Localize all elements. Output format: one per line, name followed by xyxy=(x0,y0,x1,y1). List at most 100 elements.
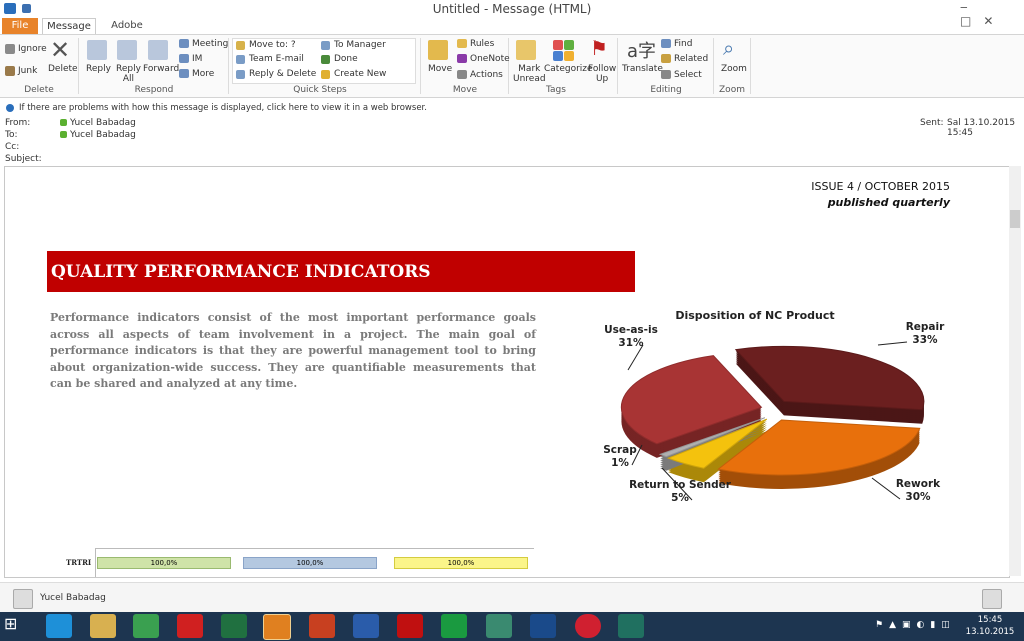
ignore-button[interactable]: Ignore xyxy=(18,44,47,54)
info-icon xyxy=(6,104,14,112)
related-icon xyxy=(661,54,671,63)
im-button[interactable]: IM xyxy=(192,54,203,64)
window-controls[interactable]: ‒□✕ xyxy=(960,0,1006,28)
taskbar-app[interactable] xyxy=(263,614,291,640)
follow-up-button[interactable]: Follow Up xyxy=(588,64,617,84)
leader-line xyxy=(661,467,693,501)
subject-label: Subject: xyxy=(5,154,42,164)
mark-unread-button[interactable]: Mark Unread xyxy=(513,64,546,84)
issue: ISSUE 4 / OCTOBER 2015 xyxy=(811,180,950,193)
more-button[interactable]: More xyxy=(192,69,215,79)
tab-file[interactable]: File xyxy=(2,18,38,34)
scroll-thumb[interactable] xyxy=(1010,210,1020,228)
taskbar-app[interactable] xyxy=(530,614,556,638)
zoom-button[interactable]: Zoom xyxy=(721,64,747,74)
quick-step[interactable]: Create New xyxy=(334,69,387,79)
group-label: Tags xyxy=(546,85,566,95)
taskbar-app[interactable] xyxy=(46,614,72,638)
taskbar-app[interactable] xyxy=(353,614,379,638)
taskbar-app[interactable] xyxy=(133,614,159,638)
move-icon xyxy=(428,40,448,60)
title-bar xyxy=(0,0,1024,18)
junk-icon xyxy=(5,66,15,76)
quick-step[interactable]: Team E-mail xyxy=(249,54,304,64)
move-button[interactable]: Move xyxy=(428,64,453,74)
taskbar-app[interactable] xyxy=(397,614,423,638)
slice-label: Use-as-is xyxy=(604,324,658,336)
avatar xyxy=(13,589,33,609)
presence-icon xyxy=(60,119,67,126)
to-value[interactable]: Yucel Babadag xyxy=(70,130,136,140)
junk-button[interactable]: Junk xyxy=(18,66,38,76)
ignore-icon xyxy=(5,44,15,54)
quick-step[interactable]: Reply & Delete xyxy=(249,69,317,79)
taskbar-app[interactable] xyxy=(309,614,335,638)
pie-slice xyxy=(658,417,766,458)
presence-icon xyxy=(60,131,67,138)
people-pane xyxy=(0,582,1024,613)
meeting-button[interactable]: Meeting xyxy=(192,39,229,49)
mark-unread-icon xyxy=(516,40,536,60)
taskbar-app[interactable] xyxy=(441,614,467,638)
translate-icon: a字 xyxy=(627,41,657,62)
separator xyxy=(78,38,79,94)
reply-all-button[interactable]: Reply All xyxy=(116,64,141,84)
separator xyxy=(420,38,421,94)
actions-icon xyxy=(457,70,467,79)
delete-button[interactable]: Delete xyxy=(48,64,78,74)
taskbar-app[interactable] xyxy=(486,614,512,638)
step-icon xyxy=(321,70,330,79)
chart-title: Disposition of NC Product xyxy=(675,309,834,322)
start-button[interactable]: ⊞ xyxy=(4,614,18,633)
taskbar-app[interactable] xyxy=(575,614,601,638)
from-label: From: xyxy=(5,118,31,128)
scrollbar[interactable] xyxy=(1009,166,1021,576)
avatar xyxy=(982,589,1002,609)
tray-icons[interactable]: ⚑▲▣◐▮◫ xyxy=(875,620,956,630)
taskbar-app[interactable] xyxy=(221,614,247,638)
quick-step[interactable]: Done xyxy=(334,54,358,64)
group-label: Quick Steps xyxy=(293,85,347,95)
related-button[interactable]: Related xyxy=(674,54,709,64)
paragraph: Performance indicators consist of the mo… xyxy=(50,311,536,390)
forward-button[interactable]: Forward xyxy=(143,64,180,74)
info-bar[interactable]: If there are problems with how this mess… xyxy=(19,103,427,113)
window-title: Untitled - Message (HTML) xyxy=(432,2,592,16)
leader-line xyxy=(877,341,908,346)
find-button[interactable]: Find xyxy=(674,39,693,49)
sent-label: Sent: xyxy=(920,118,944,128)
bar: 100,0% xyxy=(394,557,528,569)
slice-value: 30% xyxy=(905,491,931,503)
to-label: To: xyxy=(5,130,18,140)
section-heading: QUALITY PERFORMANCE INDICATORS xyxy=(47,251,635,292)
onenote-button[interactable]: OneNote xyxy=(470,54,510,64)
group-label: Respond xyxy=(134,85,174,95)
slice-value: 31% xyxy=(618,337,644,349)
select-button[interactable]: Select xyxy=(674,70,702,80)
save-icon[interactable] xyxy=(22,4,31,13)
step-icon xyxy=(236,41,245,50)
flag-icon: ⚑ xyxy=(590,36,608,60)
taskbar-app[interactable] xyxy=(90,614,116,638)
row-label: TRTRI xyxy=(66,558,92,567)
slice-label: Scrap xyxy=(603,444,637,456)
quick-step[interactable]: To Manager xyxy=(334,40,386,50)
tab-message[interactable]: Message xyxy=(42,18,96,35)
group-label: Editing xyxy=(650,85,682,95)
tab-adobe[interactable]: Adobe PDF xyxy=(111,20,143,47)
meeting-icon xyxy=(179,39,189,48)
from-value[interactable]: Yucel Babadag xyxy=(70,118,136,128)
more-icon xyxy=(179,69,189,78)
pie-slice xyxy=(734,345,925,411)
taskbar-app[interactable] xyxy=(618,614,644,638)
reply-button[interactable]: Reply xyxy=(86,64,111,74)
translate-button[interactable]: Translate xyxy=(622,64,663,74)
categorize-button[interactable]: Categorize xyxy=(544,64,593,74)
step-icon xyxy=(236,55,245,64)
actions-button[interactable]: Actions xyxy=(470,70,503,80)
taskbar-app[interactable] xyxy=(177,614,203,638)
contact-name[interactable]: Yucel Babadag xyxy=(40,593,106,603)
quick-step[interactable]: Move to: ? xyxy=(249,40,296,50)
rules-button[interactable]: Rules xyxy=(470,39,495,49)
